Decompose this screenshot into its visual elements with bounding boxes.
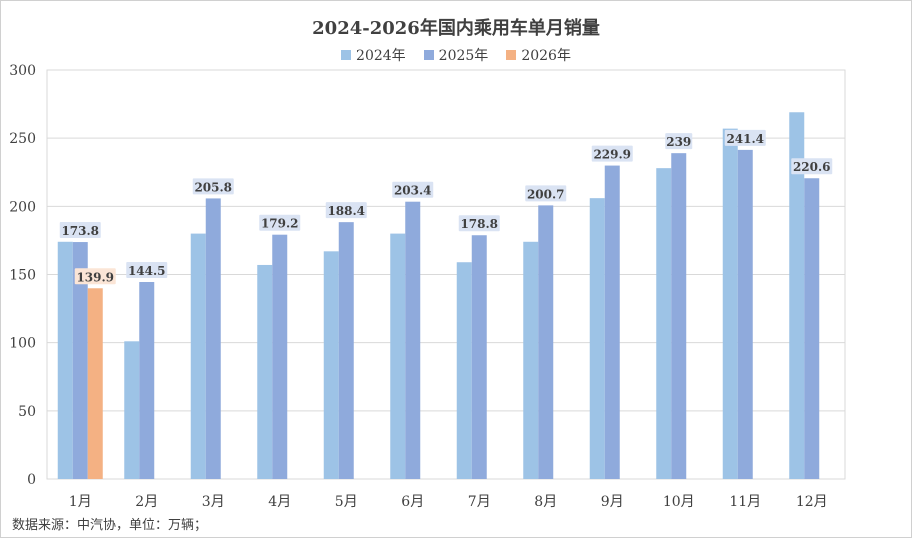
bar-2025年-5月	[338, 222, 354, 479]
x-tick-label: 12月	[796, 494, 828, 510]
data-label: 178.8	[460, 217, 498, 231]
data-label: 241.4	[726, 132, 764, 146]
legend-label-2024: 2024年	[356, 48, 406, 64]
legend-item-2025: 2025年	[423, 45, 489, 65]
data-label: 203.4	[394, 184, 432, 198]
bar-2024年-2月	[124, 341, 140, 479]
data-label-bg	[59, 222, 101, 239]
data-label: 205.8	[194, 180, 232, 194]
bar-2025年-6月	[405, 201, 421, 479]
data-label-bg	[724, 129, 766, 146]
bar-2025年-3月	[205, 198, 221, 479]
legend-swatch-2024	[341, 50, 352, 60]
data-label: 139.9	[76, 270, 114, 284]
bar-2024年-12月	[789, 112, 805, 479]
data-label-bg	[259, 214, 301, 231]
data-label: 239	[666, 135, 691, 149]
bar-2025年-10月	[671, 153, 687, 479]
bar-2024年-1月	[57, 241, 73, 479]
bar-2025年-7月	[471, 235, 487, 479]
x-tick-label: 10月	[663, 494, 695, 510]
data-label: 179.2	[261, 217, 299, 231]
data-label-bg	[791, 158, 833, 175]
source-note: 数据来源：中汽协，单位：万辆；	[12, 518, 208, 533]
data-label-bg	[192, 178, 234, 195]
bar-2024年-7月	[456, 262, 472, 479]
bar-2025年-8月	[538, 205, 554, 479]
y-tick-label: 200	[9, 199, 36, 215]
legend-swatch-2026	[506, 50, 517, 60]
x-tick-label: 9月	[601, 494, 624, 510]
bar-2025年-2月	[139, 281, 155, 479]
bar-2025年-12月	[804, 178, 820, 480]
bar-2024年-9月	[589, 198, 605, 480]
data-label-bg	[392, 181, 434, 198]
bar-2025年-4月	[272, 234, 288, 479]
y-tick-label: 150	[9, 268, 36, 284]
data-label-bg	[74, 268, 116, 285]
x-tick-label: 11月	[729, 494, 761, 510]
legend-label-2025: 2025年	[438, 48, 489, 64]
legend-item-2024: 2024年	[341, 45, 406, 65]
legend-item-2026: 2026年	[506, 45, 571, 65]
y-tick-label: 100	[9, 336, 36, 352]
bar-2024年-11月	[722, 128, 738, 479]
data-label-bg	[525, 185, 567, 202]
data-label-bg	[325, 202, 367, 219]
x-tick-label: 3月	[202, 494, 225, 510]
data-label: 188.4	[327, 204, 365, 218]
bar-2025年-1月	[72, 242, 88, 479]
legend-swatch-2025	[423, 50, 434, 60]
y-tick-label: 300	[9, 63, 36, 79]
x-tick-label: 2月	[135, 494, 158, 510]
data-label: 220.6	[793, 160, 831, 174]
y-tick-label: 0	[27, 472, 36, 488]
bar-2024年-10月	[656, 168, 672, 479]
data-label-bg	[126, 261, 168, 278]
x-tick-label: 1月	[69, 494, 92, 510]
legend-label-2026: 2026年	[521, 48, 571, 64]
x-tick-label: 4月	[268, 494, 291, 510]
data-label-bg	[591, 145, 633, 162]
data-label: 173.8	[61, 224, 99, 238]
x-tick-label: 8月	[534, 494, 557, 510]
bar-2025年-9月	[604, 165, 620, 479]
x-tick-label: 5月	[335, 494, 358, 510]
bar-2024年-5月	[323, 251, 339, 479]
data-label-bg	[458, 215, 500, 232]
bar-2025年-11月	[737, 149, 753, 479]
x-tick-label: 6月	[401, 494, 424, 510]
bar-2024年-3月	[190, 233, 206, 479]
y-tick-label: 50	[18, 404, 36, 420]
chart-legend: 2024年 2025年 2026年	[0, 45, 912, 65]
data-label: 144.5	[128, 264, 166, 278]
data-label: 229.9	[593, 148, 631, 162]
data-label: 200.7	[527, 187, 565, 201]
bar-2024年-8月	[523, 241, 539, 479]
x-tick-label: 7月	[468, 494, 491, 510]
y-tick-label: 250	[9, 131, 36, 147]
bar-2026年-1月	[87, 288, 103, 479]
bar-2024年-4月	[257, 264, 273, 479]
bar-2024年-6月	[390, 233, 406, 479]
data-label-bg	[665, 133, 693, 150]
chart-title: 2024-2026年国内乘用车单月销量	[312, 18, 600, 39]
